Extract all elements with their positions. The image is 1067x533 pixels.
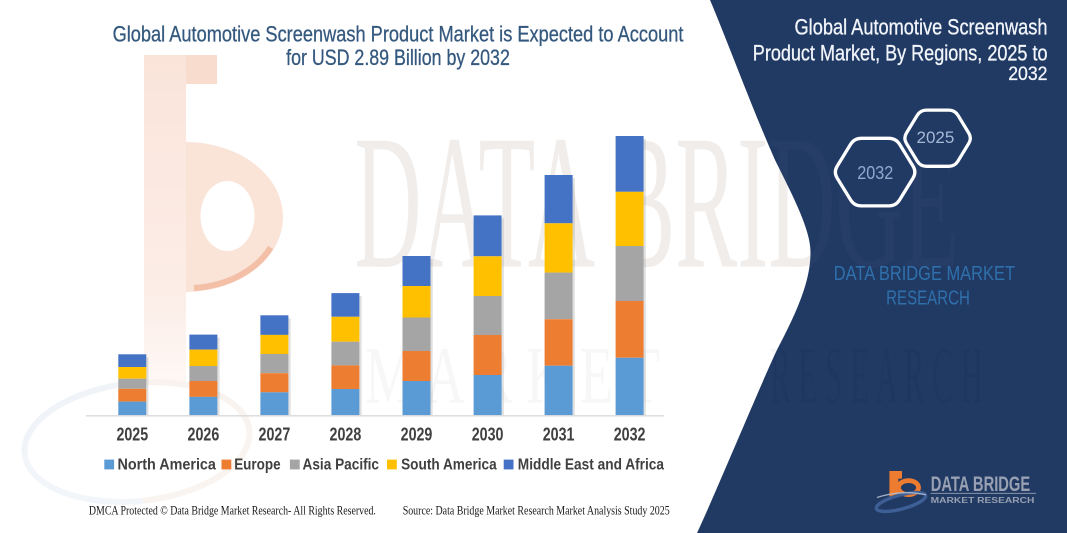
svg-text:Product Market, By Regions, 20: Product Market, By Regions, 2025 to (753, 40, 1048, 65)
svg-text:2032: 2032 (614, 424, 646, 445)
svg-text:for USD 2.89 Billion by 2032: for USD 2.89 Billion by 2032 (286, 45, 510, 70)
svg-text:South America: South America (401, 456, 497, 473)
svg-text:2030: 2030 (472, 424, 504, 445)
svg-text:2031: 2031 (543, 424, 575, 445)
svg-text:2026: 2026 (188, 424, 220, 445)
svg-text:2029: 2029 (401, 424, 433, 445)
svg-text:Global Automotive Screenwash: Global Automotive Screenwash (795, 14, 1048, 39)
svg-text:2027: 2027 (259, 424, 291, 445)
svg-text:RESEARCH: RESEARCH (886, 288, 970, 310)
svg-text:2032: 2032 (1008, 63, 1047, 85)
svg-text:DATA BRIDGE MARKET: DATA BRIDGE MARKET (834, 263, 1015, 285)
svg-text:2028: 2028 (330, 424, 362, 445)
svg-text:Source: Data Bridge Market Res: Source: Data Bridge Market Research Mark… (403, 504, 670, 518)
svg-text:Middle East and Africa: Middle East and Africa (518, 456, 664, 473)
svg-text:DMCA Protected © Data Bridge M: DMCA Protected © Data Bridge Market Rese… (89, 504, 376, 518)
svg-text:R E S E A R C H: R E S E A R C H (770, 329, 983, 420)
svg-text:MARKET RESEARCH: MARKET RESEARCH (931, 496, 1035, 505)
svg-text:Europe: Europe (234, 456, 280, 473)
svg-text:North America: North America (118, 456, 216, 473)
svg-text:2025: 2025 (916, 128, 954, 147)
svg-text:Global Automotive Screenwash P: Global Automotive Screenwash Product Mar… (113, 21, 684, 46)
svg-text:2032: 2032 (857, 162, 893, 183)
svg-text:Asia Pacific: Asia Pacific (303, 456, 380, 473)
svg-text:DATA BRIDGE: DATA BRIDGE (931, 473, 1031, 496)
svg-text:2025: 2025 (116, 424, 148, 445)
